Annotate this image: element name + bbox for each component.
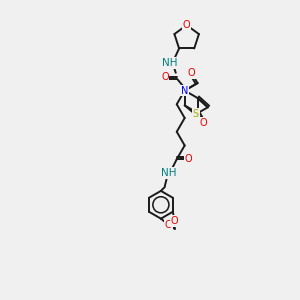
Text: O: O [200, 118, 207, 128]
Text: NH: NH [162, 58, 178, 68]
Text: O: O [188, 68, 195, 78]
Text: O: O [164, 220, 172, 230]
Text: O: O [164, 220, 172, 230]
Text: N: N [181, 85, 188, 96]
Text: O: O [171, 216, 178, 226]
Text: NH: NH [161, 168, 177, 178]
Text: O: O [183, 20, 190, 30]
Text: N: N [181, 85, 188, 96]
Text: O: O [183, 20, 190, 30]
Text: O: O [188, 68, 195, 78]
Text: N: N [181, 85, 188, 96]
Text: O: O [185, 154, 193, 164]
Text: N: N [181, 85, 188, 96]
Text: O: O [185, 154, 193, 164]
Text: S: S [193, 109, 199, 119]
Text: O: O [200, 118, 207, 128]
Text: NH: NH [161, 168, 177, 178]
Text: S: S [193, 109, 199, 119]
Text: O: O [171, 216, 178, 226]
Text: O: O [161, 72, 169, 82]
Text: O: O [161, 72, 169, 82]
Text: NH: NH [162, 58, 178, 68]
